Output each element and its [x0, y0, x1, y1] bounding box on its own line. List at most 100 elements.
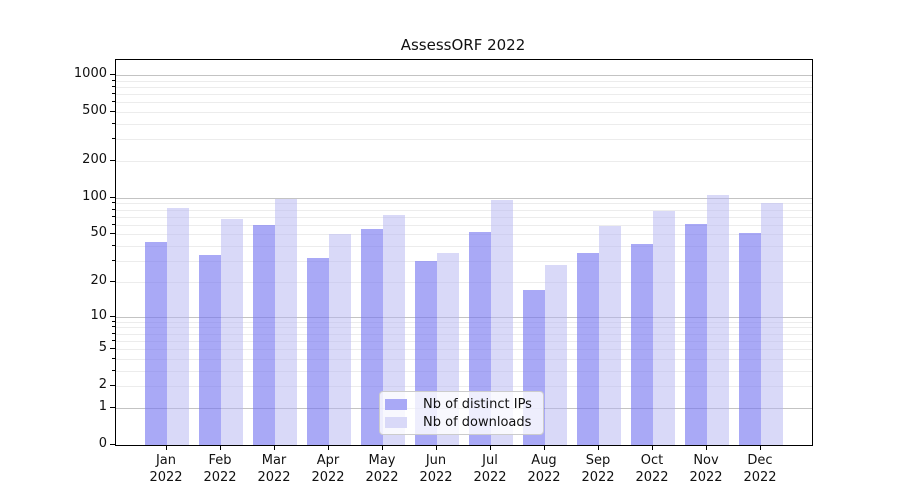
x-tick-label: Oct 2022: [620, 452, 684, 486]
gridline-major: [116, 75, 812, 76]
x-tick-label: Sep 2022: [566, 452, 630, 486]
x-tick-month: Jul: [482, 453, 498, 468]
bar-distinct-ips: [253, 224, 275, 445]
x-tick-year: 2022: [473, 470, 507, 485]
bar-distinct-ips: [361, 229, 383, 445]
legend-item: Nb of downloads: [385, 413, 537, 431]
bar-downloads: [491, 200, 513, 445]
x-tick-month: Oct: [640, 453, 664, 468]
x-tick-month: Apr: [316, 453, 340, 468]
x-tick-label: Aug 2022: [512, 452, 576, 486]
gridline-minor: [116, 281, 812, 283]
y-minor-tick-mark: [112, 223, 115, 225]
x-tick-year: 2022: [581, 470, 615, 485]
x-tick-label: Dec 2022: [728, 452, 792, 486]
y-minor-tick-mark: [112, 348, 115, 349]
gridline-minor: [116, 94, 812, 96]
y-minor-tick-mark: [112, 385, 115, 387]
legend-label: Nb of distinct IPs: [423, 396, 532, 412]
x-tick-label: Mar 2022: [242, 452, 306, 486]
y-minor-tick-mark: [112, 326, 115, 328]
x-tick-mark: [760, 445, 761, 450]
gridline-minor: [116, 321, 812, 323]
y-tick-label: 200: [82, 152, 107, 167]
gridline-minor: [116, 209, 812, 211]
y-tick-label: 1: [98, 398, 107, 414]
gridline-minor: [116, 327, 812, 329]
y-minor-tick-mark: [112, 233, 115, 235]
x-tick-year: 2022: [257, 470, 291, 485]
x-tick-year: 2022: [311, 470, 345, 485]
gridline-minor: [116, 216, 812, 218]
bar-downloads: [545, 264, 567, 445]
bar-downloads: [329, 234, 351, 445]
x-tick-month: Sep: [585, 453, 611, 468]
y-tick-label: 100: [82, 188, 107, 204]
gridline-minor: [116, 139, 812, 141]
x-tick-month: Aug: [531, 453, 557, 468]
x-tick-month: May: [368, 453, 396, 468]
y-tick-label: 10: [90, 307, 107, 323]
x-tick-month: Nov: [693, 453, 719, 468]
gridline-minor: [116, 358, 812, 360]
bar-distinct-ips: [685, 224, 707, 445]
x-tick-mark: [274, 445, 275, 450]
x-tick-label: May 2022: [350, 452, 414, 486]
x-tick-label: Jun 2022: [404, 452, 468, 486]
y-tick-mark: [110, 406, 115, 408]
x-tick-mark: [598, 445, 599, 450]
bar-downloads: [599, 225, 621, 445]
bar-downloads: [221, 219, 243, 445]
gridline-minor: [116, 80, 812, 82]
y-tick-mark: [110, 444, 115, 445]
gridline-minor: [116, 261, 812, 263]
y-minor-tick-mark: [112, 280, 115, 282]
x-tick-mark: [652, 445, 653, 450]
y-minor-tick-mark: [112, 101, 115, 103]
x-tick-mark: [706, 445, 707, 450]
gridline-minor: [116, 124, 812, 125]
x-tick-year: 2022: [689, 470, 723, 485]
legend: Nb of distinct IPs Nb of downloads: [379, 391, 544, 435]
y-minor-tick-mark: [112, 357, 115, 359]
x-tick-label: Apr 2022: [296, 452, 360, 486]
legend-swatch: [385, 416, 407, 428]
y-tick-label: 5: [98, 340, 107, 355]
gridline-minor: [116, 161, 812, 162]
legend-swatch: [385, 398, 407, 410]
plot-area: [115, 59, 813, 446]
bar-downloads: [761, 202, 783, 445]
y-minor-tick-mark: [112, 111, 115, 113]
y-tick-label: 500: [82, 103, 107, 119]
gridline-major: [116, 316, 812, 318]
gridline-minor: [116, 349, 812, 350]
gridline-minor: [116, 112, 812, 114]
x-tick-year: 2022: [635, 470, 669, 485]
x-tick-month: Dec: [747, 453, 773, 468]
chart-title: AssessORF 2022: [400, 36, 526, 54]
x-tick-year: 2022: [419, 470, 453, 485]
y-tick-mark: [110, 74, 115, 75]
y-minor-tick-mark: [112, 339, 115, 341]
x-tick-label: Nov 2022: [674, 452, 738, 486]
y-tick-label: 1000: [73, 66, 107, 81]
gridline-minor: [116, 340, 812, 342]
x-tick-label: Feb 2022: [188, 452, 252, 486]
gridline-minor: [116, 234, 812, 236]
y-minor-tick-mark: [112, 160, 115, 161]
y-minor-tick-mark: [112, 320, 115, 322]
x-tick-mark: [166, 445, 167, 450]
y-minor-tick-mark: [112, 138, 115, 140]
bar-distinct-ips: [307, 257, 329, 445]
gridline-minor: [116, 333, 812, 335]
bar-downloads: [275, 198, 297, 445]
x-tick-mark: [382, 445, 383, 450]
gridline-minor: [116, 203, 812, 205]
x-tick-year: 2022: [149, 470, 183, 485]
y-tick-label: 20: [90, 272, 107, 288]
y-tick-mark: [110, 315, 115, 317]
x-tick-mark: [328, 445, 329, 450]
y-minor-tick-mark: [112, 208, 115, 210]
gridline-minor: [116, 224, 812, 226]
